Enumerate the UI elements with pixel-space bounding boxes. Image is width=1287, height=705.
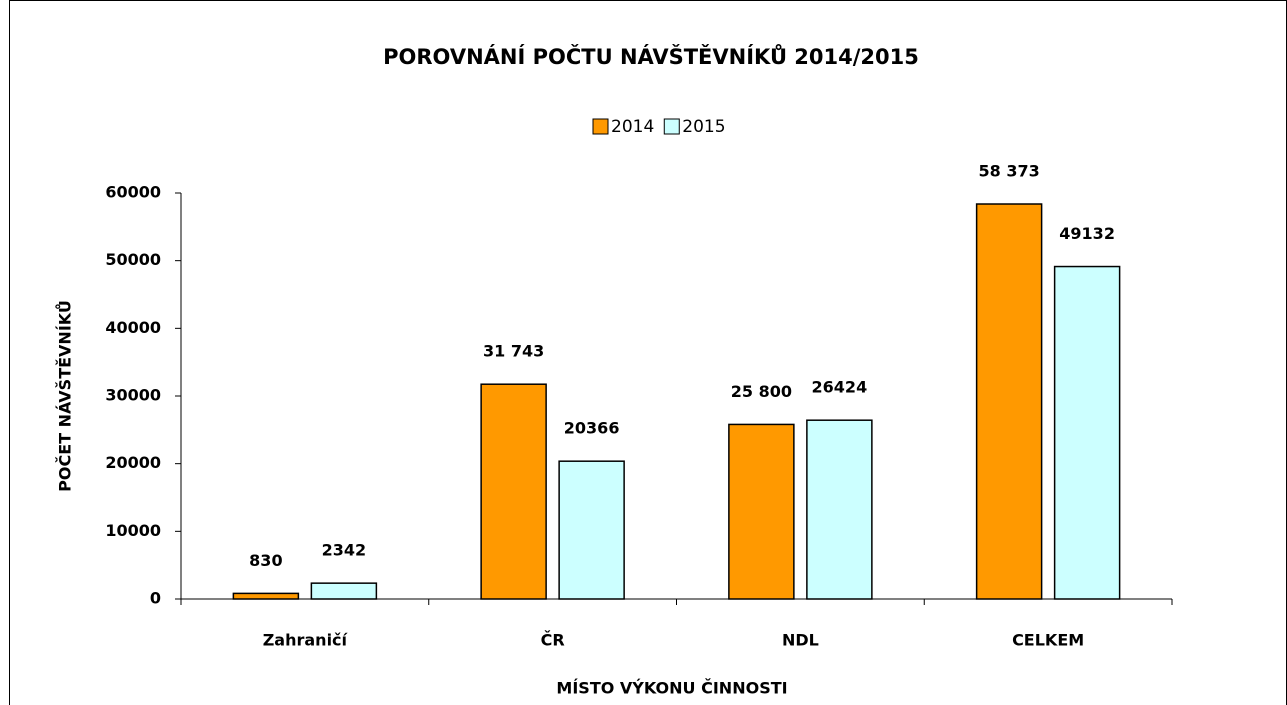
data-label: 2342 <box>322 541 367 560</box>
data-label: 25 800 <box>731 382 792 401</box>
y-tick-label: 60000 <box>105 183 161 202</box>
y-tick-label: 30000 <box>105 386 161 405</box>
bar <box>806 419 873 600</box>
y-tick-label: 10000 <box>105 521 161 540</box>
data-label: 830 <box>249 551 282 570</box>
bar <box>728 423 795 600</box>
y-tick-label: 20000 <box>105 453 161 472</box>
data-label: 20366 <box>564 419 620 438</box>
y-tick-label: 0 <box>150 589 161 608</box>
x-axis-label: MÍSTO VÝKONU ČINNOSTI <box>556 679 787 698</box>
data-label: 58 373 <box>979 162 1040 181</box>
legend-swatch <box>592 118 609 135</box>
x-tick-label: NDL <box>782 631 819 650</box>
legend-swatch <box>663 118 680 135</box>
bar <box>558 460 625 600</box>
x-tick-label: ČR <box>541 631 565 650</box>
data-label: 26424 <box>812 378 868 397</box>
bar <box>232 592 300 600</box>
data-label: 49132 <box>1059 224 1115 243</box>
data-label: 31 743 <box>483 342 544 361</box>
y-tick-label: 50000 <box>105 250 161 269</box>
bar <box>310 582 378 600</box>
bar <box>975 203 1043 600</box>
x-tick-label: CELKEM <box>1012 631 1084 650</box>
x-tick-label: Zahraničí <box>263 631 349 650</box>
bar <box>480 383 547 600</box>
y-tick-label: 40000 <box>105 318 161 337</box>
chart-title: POROVNÁNÍ POČTU NÁVŠTĚVNÍKŮ 2014/2015 <box>383 44 919 69</box>
bar <box>1053 265 1121 600</box>
legend-label: 2015 <box>682 117 725 137</box>
legend-label: 2014 <box>611 117 654 137</box>
y-axis-label: POČET NÁVŠTĚVNÍKŮ <box>56 300 75 492</box>
